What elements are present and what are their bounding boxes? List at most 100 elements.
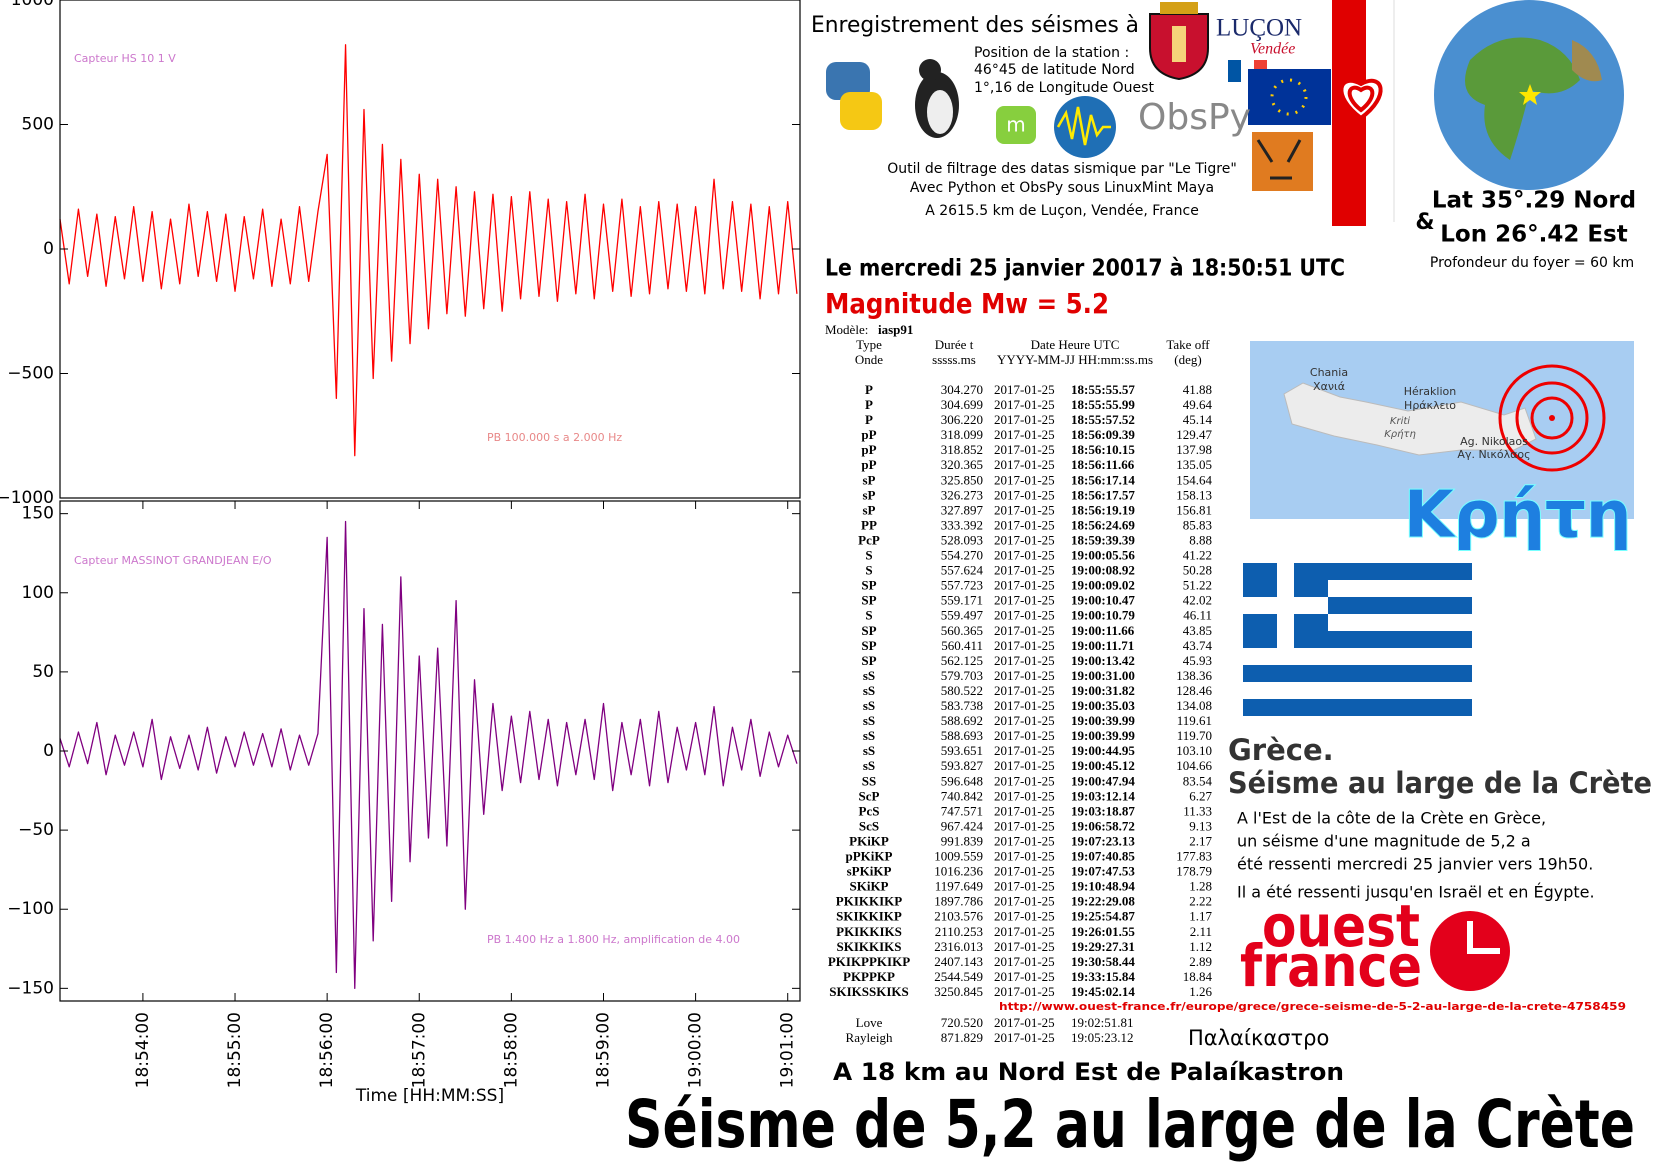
- x-axis-label: Time [HH:MM:SS]: [355, 1086, 504, 1106]
- x-tick-label: 18:56:00: [317, 1012, 337, 1088]
- table-cell: 19:00:09.02: [1071, 578, 1135, 593]
- table-cell: Rayleigh: [846, 1030, 893, 1045]
- y-tick-label: −100: [7, 899, 54, 919]
- table-cell: 2017-01-25: [994, 623, 1055, 638]
- event-date: Le mercredi 25 janvier 20017 à 18:50:51 …: [825, 256, 1345, 282]
- table-cell: 2017-01-25: [994, 818, 1055, 833]
- annotation: PB 1.400 Hz a 1.800 Hz, amplification de…: [487, 933, 740, 946]
- header-title: Enregistrement des séismes à: [811, 13, 1139, 38]
- table-cell: sS: [863, 668, 875, 683]
- table-cell: 18:56:17.14: [1071, 472, 1135, 487]
- table-cell: 128.46: [1176, 683, 1212, 698]
- table-cell: 2017-01-25: [994, 472, 1055, 487]
- table-cell: 19:00:08.92: [1071, 563, 1135, 578]
- table-cell: 158.13: [1176, 487, 1212, 502]
- table-cell: 19:00:31.82: [1071, 683, 1135, 698]
- table-cell: 18:59:39.39: [1071, 532, 1135, 547]
- map-label: Ag. Nikolaos: [1460, 435, 1528, 448]
- table-cell: 560.411: [941, 638, 983, 653]
- table-cell: sS: [863, 683, 875, 698]
- map-label: Héraklion: [1404, 385, 1457, 398]
- table-cell: 19:00:13.42: [1071, 653, 1135, 668]
- table-cell: 2.89: [1189, 954, 1212, 969]
- table-cell: 18:56:19.19: [1071, 502, 1135, 517]
- table-cell: 2017-01-25: [994, 427, 1055, 442]
- greek-place: Παλαίκαστρο: [1188, 1026, 1329, 1050]
- table-cell: 593.827: [941, 758, 984, 773]
- x-tick-label: 18:57:00: [409, 1012, 429, 1088]
- annotation: Capteur MASSINOT GRANDJEAN E/O: [74, 554, 272, 567]
- table-cell: P: [865, 382, 873, 397]
- table-cell: 2017-01-25: [994, 487, 1055, 502]
- table-cell: 3250.845: [934, 984, 983, 999]
- table-cell: 720.520: [941, 1015, 983, 1030]
- table-cell: 18:56:17.57: [1071, 487, 1135, 502]
- table-cell: 2017-01-25: [994, 683, 1055, 698]
- table-cell: 562.125: [941, 653, 983, 668]
- ampersand: &: [1415, 210, 1434, 235]
- table-cell: 2017-01-25: [994, 442, 1055, 457]
- region-label: Κρήτη: [1404, 479, 1631, 553]
- table-cell: 304.699: [941, 397, 983, 412]
- table-cell: 1009.559: [934, 849, 983, 864]
- table-cell: 119.61: [1177, 713, 1212, 728]
- map-label: Αγ. Νικόλαος: [1457, 448, 1530, 461]
- table-cell: 2110.253: [935, 924, 983, 939]
- trace: [59, 520, 798, 989]
- coat-of-arms: [1149, 2, 1209, 81]
- table-cell: 2017-01-25: [994, 728, 1055, 743]
- table-cell: 579.703: [941, 668, 983, 683]
- y-tick-label: 500: [22, 115, 54, 135]
- table-cell: 2017-01-25: [994, 532, 1055, 547]
- table-cell: 2.17: [1189, 833, 1212, 848]
- table-cell: 18:56:11.66: [1071, 457, 1135, 472]
- table-cell: SP: [861, 638, 876, 653]
- table-cell: PKPPKP: [843, 969, 895, 984]
- flag-stripe: [1243, 682, 1472, 699]
- table-cell: PP: [861, 517, 877, 532]
- map-label: Kriti: [1390, 416, 1410, 427]
- table-cell: 19:02:51.81: [1071, 1015, 1133, 1030]
- greek-flag: [1243, 563, 1472, 716]
- table-cell: 19:45:02.14: [1071, 984, 1135, 999]
- table-cell: 2544.549: [934, 969, 983, 984]
- table-cell: pP: [861, 457, 876, 472]
- table-cell: 138.36: [1176, 668, 1212, 683]
- table-cell: 2.11: [1190, 924, 1212, 939]
- table-cell: 320.365: [941, 457, 983, 472]
- table-cell: SKIKKIKS: [836, 939, 901, 954]
- table-cell: 740.842: [941, 788, 983, 803]
- tool-line: Avec Python et ObsPy sous LinuxMint Maya: [910, 180, 1214, 196]
- model-label: Modèle:: [825, 322, 868, 337]
- table-cell: 41.88: [1183, 382, 1212, 397]
- table-cell: 2017-01-25: [994, 608, 1055, 623]
- y-tick-label: −500: [7, 364, 54, 384]
- y-tick-label: 100: [22, 583, 54, 603]
- annotation: PB 100.000 s a 2.000 Hz: [487, 431, 622, 444]
- table-cell: 129.47: [1176, 427, 1212, 442]
- y-tick-label: −1000: [0, 488, 54, 508]
- y-tick-label: 50: [32, 662, 54, 682]
- table-cell: 19:00:35.03: [1071, 698, 1135, 713]
- table-cell: PKiKP: [849, 833, 889, 848]
- eu-flag: [1248, 69, 1331, 125]
- main-title: Séisme de 5,2 au large de la Crète: [625, 1086, 1635, 1163]
- table-cell: 8.88: [1189, 532, 1212, 547]
- map-label: Chania: [1310, 366, 1348, 379]
- table-cell: 2017-01-25: [994, 698, 1055, 713]
- table-cell: ScP: [859, 788, 880, 803]
- table-cell: 554.270: [941, 548, 983, 563]
- table-cell: 19:00:11.66: [1071, 623, 1135, 638]
- table-cell: 2017-01-25: [994, 668, 1055, 683]
- table-cell: 559.171: [941, 593, 983, 608]
- table-cell: 325.850: [941, 472, 983, 487]
- table-cell: 2017-01-25: [994, 879, 1055, 894]
- table-cell: 19:00:39.99: [1071, 713, 1135, 728]
- table-cell: 134.08: [1176, 698, 1212, 713]
- table-cell: 333.392: [941, 517, 983, 532]
- table-cell: 2017-01-25: [994, 397, 1055, 412]
- table-header: sssss.ms: [932, 352, 976, 367]
- table-header: Onde: [855, 352, 883, 367]
- table-cell: 18:55:55.99: [1071, 397, 1135, 412]
